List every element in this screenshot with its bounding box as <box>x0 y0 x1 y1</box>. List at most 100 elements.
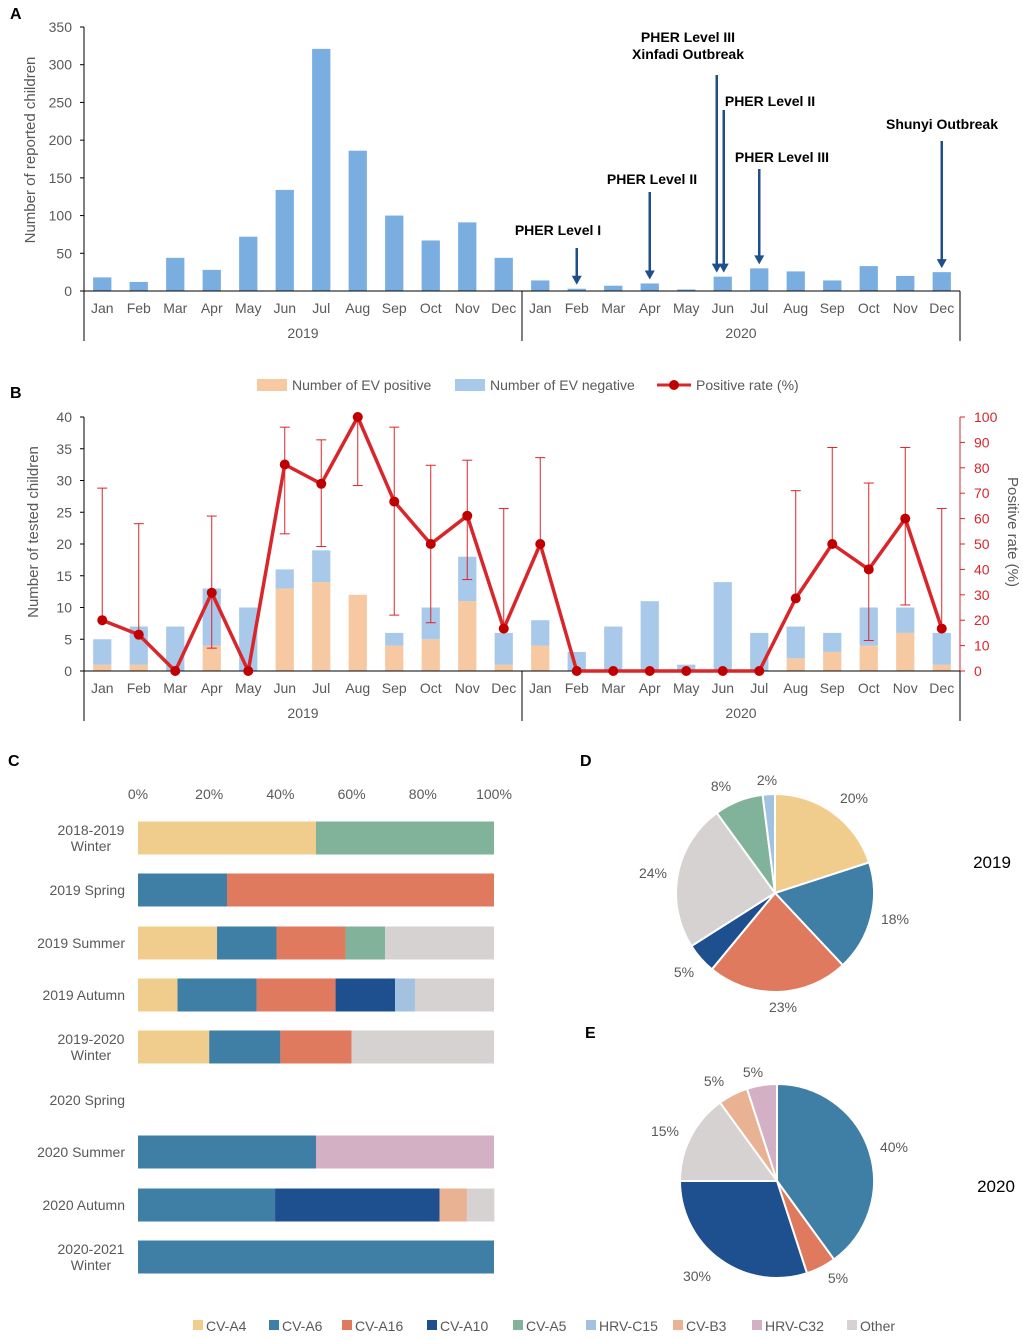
panel-a-x-tick-label: Feb <box>565 300 589 316</box>
panel-b-positive-bar <box>421 639 440 671</box>
panel-b-x-tick-label: Aug <box>783 680 808 696</box>
panel-a-x-tick-label: Jul <box>750 300 768 316</box>
panel-a-x-tick-label: Oct <box>420 300 442 316</box>
panel-b-y2-tick-label: 100 <box>974 409 998 425</box>
panel-b-x-tick-label: Sep <box>382 680 407 696</box>
panel-e-slice <box>678 1101 779 1182</box>
panel-c-row-label: 2020 Summer <box>37 1144 125 1160</box>
panel-a-arrow-head <box>754 255 765 265</box>
panel-c-row-label: Winter <box>71 1047 112 1063</box>
panel-d-slice-label: 8% <box>711 778 731 794</box>
panel-b-rate-point <box>97 615 108 626</box>
panel-e-slice-label: 5% <box>828 1270 848 1286</box>
panel-a-year-label: 2020 <box>725 325 756 341</box>
panel-c-segment <box>414 978 494 1012</box>
panel-b-x-tick-label: Apr <box>201 680 223 696</box>
panel-a-x-tick-label: Mar <box>601 300 625 316</box>
panel-a-x-tick-label: Jun <box>711 300 734 316</box>
panel-c-x-tick-label: 20% <box>195 786 223 802</box>
panel-c-segment <box>316 1135 494 1169</box>
panel-b-y2-tick-label: 20 <box>974 612 990 628</box>
panel-b-y-tick-label: 0 <box>64 663 72 679</box>
legend-swatch <box>673 1320 683 1330</box>
panel-b-y2-tick-label: 50 <box>974 536 990 552</box>
panel-d-slice-label: 24% <box>639 865 667 881</box>
panel-c-segment <box>275 1188 440 1222</box>
panel-a-bar <box>750 268 769 291</box>
panel-b-y2-axis-label: Positive rate (%) <box>1004 477 1021 587</box>
panel-a-arrow-head <box>711 263 722 273</box>
panel-b-rate-point <box>608 666 619 676</box>
panel-b-legend-positive: Number of EV positive <box>292 377 431 393</box>
panel-c-row-label: 2020 Autumn <box>42 1197 125 1213</box>
panel-b-x-tick-label: Jul <box>750 680 768 696</box>
legend-label: CV-A16 <box>355 1318 403 1334</box>
panel-b-negative-bar <box>604 626 623 671</box>
panel-b-y2-tick-label: 30 <box>974 587 990 603</box>
panel-b-rate-point <box>316 478 327 489</box>
panel-b-rate-point <box>717 666 728 676</box>
panel-d-slice-label: 2% <box>757 772 777 788</box>
panel-b-y-tick-label: 30 <box>56 473 72 489</box>
panel-b-rate-point <box>644 666 655 676</box>
legend-label: CV-A10 <box>440 1318 488 1334</box>
panel-a-x-tick-label: May <box>235 300 261 316</box>
panel-a-bar <box>494 257 513 291</box>
panel-c-segment <box>335 978 396 1012</box>
panel-c-segment <box>209 1030 281 1064</box>
panel-a-annotation: Xinfadi Outbreak <box>632 46 744 62</box>
panel-b-x-tick-label: Jun <box>273 680 296 696</box>
panel-b-x-tick-label: Jan <box>91 680 114 696</box>
panel-a-arrow-head <box>644 270 655 280</box>
panel-d-slice-label: 5% <box>674 964 694 980</box>
panel-c-x-tick-label: 60% <box>338 786 366 802</box>
panel-a-bar <box>348 150 367 291</box>
panel-b-positive-bar <box>859 645 878 671</box>
panel-b-rate-point <box>936 623 947 634</box>
panel-b-y-tick-label: 25 <box>56 504 72 520</box>
panel-b-positive-bar <box>202 645 221 671</box>
panel-b-legend-rate: Positive rate (%) <box>696 377 799 393</box>
legend-label: HRV-C32 <box>765 1318 824 1334</box>
panel-b-rate-point <box>863 564 874 575</box>
panel-b-legend-swatch-rate-point <box>669 380 679 390</box>
panel-b-y-tick-label: 35 <box>56 441 72 457</box>
legend-label: CV-A5 <box>526 1318 567 1334</box>
legend-swatch <box>269 1320 279 1330</box>
panel-e-slice-label: 30% <box>683 1268 711 1284</box>
legend-label: CV-A4 <box>206 1318 247 1334</box>
panel-a-bar <box>567 288 586 291</box>
panel-a-bar <box>896 275 915 291</box>
panel-a-x-tick-label: Nov <box>893 300 918 316</box>
panel-b-positive-bar <box>823 651 842 671</box>
panel-label-d: D <box>580 753 592 770</box>
panel-b-x-tick-label: Dec <box>929 680 954 696</box>
panel-e-slice-label: 15% <box>651 1123 679 1139</box>
panel-a-x-tick-label: Apr <box>639 300 661 316</box>
panel-c-segment <box>439 1188 467 1222</box>
legend-label: Other <box>860 1318 895 1334</box>
panel-b-rate-point <box>389 496 400 507</box>
panel-a-x-tick-label: Dec <box>491 300 516 316</box>
legend-swatch <box>193 1320 203 1330</box>
panel-b-negative-bar <box>786 626 805 659</box>
legend-label: HRV-C15 <box>599 1318 658 1334</box>
legend-label: CV-A6 <box>282 1318 323 1334</box>
panel-d-year-label: 2019 <box>973 853 1011 872</box>
panel-b-x-tick-label: Nov <box>893 680 918 696</box>
panel-b-rate-point <box>279 459 290 470</box>
panel-b-negative-bar <box>531 620 550 646</box>
panel-a-x-tick-label: Jan <box>529 300 552 316</box>
panel-b-y2-tick-label: 10 <box>974 638 990 654</box>
panel-b-rate-point <box>900 513 911 524</box>
panel-a-y-tick-label: 50 <box>56 245 72 261</box>
panel-d-slice-label: 23% <box>769 999 797 1015</box>
legend-swatch <box>342 1320 352 1330</box>
panel-a-y-tick-label: 300 <box>49 57 73 73</box>
panel-b-negative-bar <box>896 607 915 633</box>
panel-label-c: C <box>8 753 20 770</box>
panel-b-rate-point <box>681 666 692 676</box>
panel-a-bar <box>421 240 440 291</box>
panel-e-slice-label: 5% <box>704 1073 724 1089</box>
panel-c-segment <box>227 873 494 907</box>
